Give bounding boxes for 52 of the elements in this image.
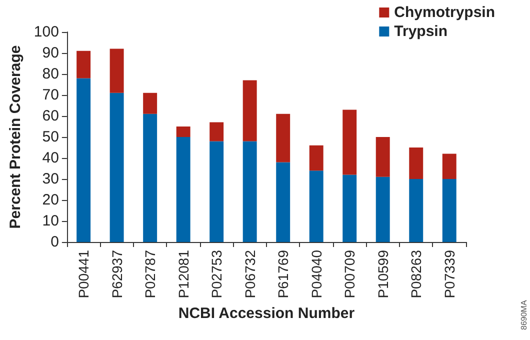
bar xyxy=(442,179,456,242)
y-tick-label: 90 xyxy=(42,44,59,62)
bar xyxy=(110,92,124,242)
bar xyxy=(110,48,124,93)
y-tick-label: 70 xyxy=(42,86,59,104)
bar xyxy=(242,141,257,242)
x-tick-label: P06732 xyxy=(242,250,258,298)
x-tick-label: P12081 xyxy=(175,250,192,298)
bar xyxy=(442,154,456,179)
text: 8690MA xyxy=(520,300,528,330)
bar xyxy=(176,126,190,137)
x-tick-label: P10599 xyxy=(374,250,391,298)
x-tick-label: P08263 xyxy=(408,250,424,298)
bar xyxy=(376,176,390,242)
bar xyxy=(76,78,91,242)
bar xyxy=(242,80,257,142)
bar xyxy=(309,170,324,242)
y-tick-label: 100 xyxy=(34,24,59,40)
bar xyxy=(276,162,290,242)
x-tick-label: P00441 xyxy=(76,250,92,298)
y-tick-label: 0 xyxy=(50,234,59,250)
bar xyxy=(143,114,158,242)
y-tick-label: 50 xyxy=(42,128,59,146)
y-tick-label: 20 xyxy=(42,192,59,208)
x-tick-label: P02787 xyxy=(142,250,158,298)
x-tick-label: P62937 xyxy=(108,250,125,298)
bar xyxy=(376,137,390,177)
x-tick-label: P02753 xyxy=(208,250,225,298)
y-tick-label: 30 xyxy=(42,170,59,188)
bar xyxy=(342,174,357,242)
bar xyxy=(210,122,224,142)
bar xyxy=(76,50,91,78)
x-tick-label: P07339 xyxy=(441,250,458,298)
legend-label: Trypsin xyxy=(394,23,448,40)
bar xyxy=(210,141,224,242)
bar xyxy=(176,137,190,242)
x-tick-label: P61769 xyxy=(275,250,292,298)
bar xyxy=(409,179,424,242)
y-tick-label: 60 xyxy=(42,108,59,124)
y-axis-title: Percent Protein Coverage xyxy=(7,45,24,229)
legend-label: Chymotrypsin xyxy=(394,4,496,21)
y-tick-label: 80 xyxy=(42,66,59,82)
x-tick-label: P04040 xyxy=(308,250,324,298)
x-tick-label: P00709 xyxy=(342,250,358,298)
bar xyxy=(309,145,324,171)
bar xyxy=(143,92,158,114)
x-axis-title: NCBI Accession Number xyxy=(178,305,355,322)
bar xyxy=(276,114,290,162)
bar xyxy=(342,110,357,175)
bar xyxy=(409,148,424,179)
y-tick-label: 10 xyxy=(42,212,59,230)
y-tick-label: 40 xyxy=(42,150,59,166)
